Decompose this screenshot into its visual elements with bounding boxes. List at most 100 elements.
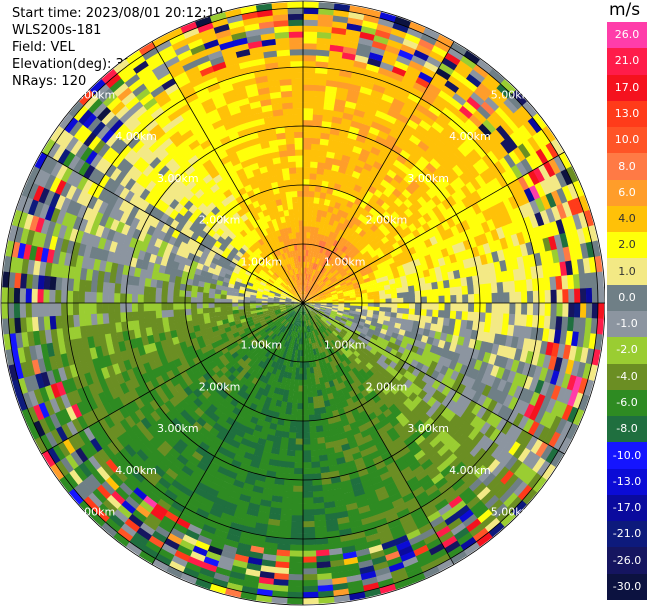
velocity-gate bbox=[406, 279, 415, 287]
velocity-gate bbox=[369, 324, 377, 331]
velocity-gate bbox=[460, 55, 478, 70]
velocity-gate bbox=[476, 382, 487, 395]
velocity-gate bbox=[303, 19, 319, 27]
velocity-gate bbox=[373, 295, 380, 300]
velocity-gate bbox=[371, 283, 379, 289]
velocity-gate bbox=[321, 358, 327, 366]
velocity-gate bbox=[321, 180, 330, 188]
velocity-gate bbox=[316, 321, 322, 328]
velocity-gate bbox=[456, 200, 467, 212]
velocity-gate bbox=[331, 293, 338, 297]
velocity-gate bbox=[308, 305, 315, 309]
velocity-gate bbox=[385, 307, 392, 313]
velocity-gate bbox=[312, 108, 324, 116]
velocity-gate bbox=[323, 313, 330, 318]
velocity-gate bbox=[534, 379, 545, 395]
velocity-gate bbox=[425, 282, 433, 291]
velocity-gate bbox=[414, 517, 430, 530]
velocity-gate bbox=[451, 114, 466, 128]
velocity-gate bbox=[313, 329, 318, 337]
velocity-gate bbox=[349, 294, 357, 299]
velocity-gate bbox=[481, 196, 493, 210]
velocity-gate bbox=[393, 60, 410, 72]
velocity-gate bbox=[329, 313, 337, 318]
velocity-gate bbox=[319, 281, 326, 288]
velocity-gate bbox=[429, 235, 439, 246]
velocity-gate bbox=[308, 261, 312, 269]
velocity-gate bbox=[365, 254, 373, 262]
velocity-gate bbox=[346, 250, 354, 258]
velocity-gate bbox=[320, 283, 327, 289]
velocity-gate bbox=[405, 139, 418, 151]
velocity-gate bbox=[444, 540, 461, 554]
velocity-gate bbox=[512, 325, 521, 338]
velocity-gate bbox=[343, 309, 350, 313]
velocity-gate bbox=[444, 52, 462, 66]
velocity-gate bbox=[487, 332, 496, 344]
velocity-gate bbox=[296, 409, 303, 416]
velocity-gate bbox=[484, 363, 495, 376]
velocity-gate bbox=[173, 309, 180, 317]
velocity-gate bbox=[329, 44, 345, 53]
velocity-gate bbox=[372, 291, 380, 296]
velocity-gate bbox=[544, 177, 557, 194]
velocity-gate bbox=[166, 295, 174, 303]
velocity-gate bbox=[196, 297, 203, 303]
velocity-gate bbox=[408, 534, 424, 547]
velocity-gate bbox=[408, 572, 426, 585]
velocity-gate bbox=[507, 269, 515, 282]
velocity-gate bbox=[474, 127, 488, 142]
velocity-gate bbox=[451, 391, 462, 404]
velocity-gate bbox=[302, 532, 316, 540]
velocity-gate bbox=[405, 476, 419, 488]
velocity-gate bbox=[390, 471, 404, 483]
velocity-gate bbox=[125, 302, 133, 313]
velocity-gate bbox=[460, 319, 468, 330]
velocity-gate bbox=[448, 360, 458, 371]
velocity-gate bbox=[448, 318, 456, 328]
instrument-name: WLS200s-181 bbox=[12, 23, 102, 38]
velocity-gate bbox=[597, 287, 605, 304]
velocity-gate bbox=[447, 47, 465, 61]
velocity-gate bbox=[391, 497, 405, 509]
velocity-gate bbox=[422, 328, 431, 337]
velocity-gate bbox=[450, 303, 457, 312]
velocity-gate bbox=[466, 276, 474, 287]
velocity-gate bbox=[312, 262, 316, 270]
velocity-gate bbox=[420, 33, 438, 46]
velocity-gate bbox=[337, 135, 348, 144]
velocity-gate bbox=[479, 283, 486, 295]
velocity-gate bbox=[464, 267, 473, 278]
velocity-gate bbox=[313, 257, 318, 264]
velocity-gate bbox=[412, 129, 425, 141]
velocity-gate bbox=[412, 544, 429, 557]
velocity-gate bbox=[347, 377, 355, 386]
velocity-gate bbox=[462, 491, 477, 506]
velocity-gate bbox=[441, 144, 454, 158]
velocity-gate bbox=[501, 324, 509, 336]
velocity-gate bbox=[572, 274, 581, 290]
velocity-gate bbox=[432, 425, 444, 438]
velocity-gate bbox=[325, 336, 331, 343]
velocity-gate bbox=[521, 362, 532, 377]
velocity-gate bbox=[323, 261, 329, 269]
velocity-gate bbox=[374, 78, 389, 89]
velocity-gate bbox=[488, 522, 505, 538]
velocity-gate bbox=[336, 265, 343, 272]
velocity-gate bbox=[344, 226, 352, 234]
velocity-gate bbox=[364, 344, 373, 352]
velocity-gate bbox=[280, 502, 293, 510]
velocity-gate bbox=[482, 455, 496, 470]
velocity-gate bbox=[399, 179, 411, 190]
velocity-gate bbox=[303, 279, 306, 286]
velocity-gate bbox=[521, 230, 532, 244]
velocity-gate bbox=[558, 152, 572, 170]
velocity-gate bbox=[485, 412, 498, 426]
velocity-gate bbox=[451, 478, 466, 492]
velocity-gate bbox=[518, 466, 533, 482]
velocity-gate bbox=[480, 409, 493, 423]
velocity-gate bbox=[449, 180, 462, 193]
velocity-gate bbox=[489, 272, 497, 284]
velocity-gate bbox=[338, 300, 345, 304]
